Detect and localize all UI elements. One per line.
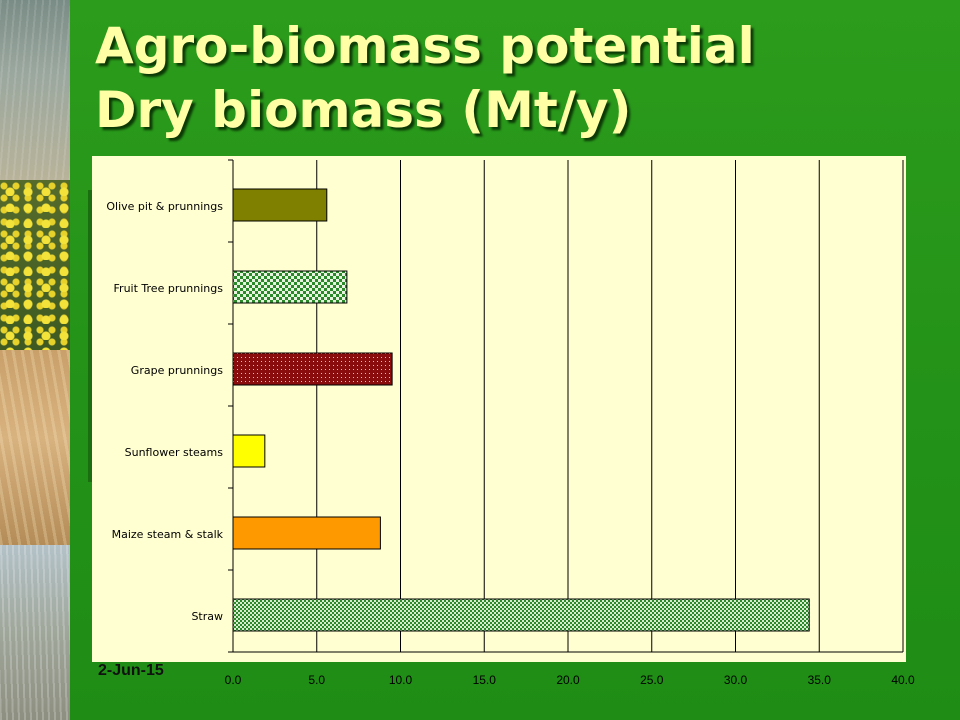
slide-title: Agro-biomass potential Dry biomass (Mt/y… [95, 14, 915, 142]
category-label: Fruit Tree prunnings [114, 282, 224, 295]
category-label: Olive pit & prunnings [106, 200, 223, 213]
x-tick-label: 5.0 [308, 673, 325, 687]
category-labels: Olive pit & prunnings Fruit Tree prunning… [106, 200, 223, 623]
x-tick-label: 0.0 [225, 673, 242, 687]
x-tick-label: 10.0 [389, 673, 413, 687]
cereal-field-photo [0, 545, 70, 720]
title-line-2: Dry biomass (Mt/y) [95, 81, 632, 139]
rapeseed-field-photo [0, 180, 70, 350]
x-tick-label: 40.0 [891, 673, 915, 687]
bar-0 [232, 188, 328, 222]
x-tick-label: 35.0 [808, 673, 832, 687]
bars [232, 188, 810, 632]
chart-edge-shadow [88, 190, 92, 482]
category-label: Grape prunnings [131, 364, 223, 377]
bar-2 [232, 352, 393, 386]
category-label: Straw [191, 610, 223, 623]
title-line-1: Agro-biomass potential [95, 17, 755, 75]
bar-3 [232, 434, 266, 468]
x-tick-labels: 0.0 5.0 10.0 15.0 20.0 25.0 30.0 35.0 40.0 [225, 673, 915, 687]
x-tick-label: 20.0 [556, 673, 580, 687]
category-label: Maize steam & stalk [112, 528, 224, 541]
x-tick-label: 15.0 [473, 673, 497, 687]
gridlines [228, 159, 904, 653]
thistle-photo [0, 0, 70, 180]
bar-4 [232, 516, 381, 550]
category-label: Sunflower steams [125, 446, 224, 459]
bar-1 [232, 270, 348, 304]
bar-5 [232, 598, 810, 632]
photo-strip [0, 0, 70, 720]
x-tick-label: 25.0 [640, 673, 664, 687]
x-tick-label: 30.0 [724, 673, 748, 687]
chart-area [92, 156, 906, 662]
slide-date: 2-Jun-15 [98, 662, 164, 679]
wheat-photo [0, 350, 70, 545]
